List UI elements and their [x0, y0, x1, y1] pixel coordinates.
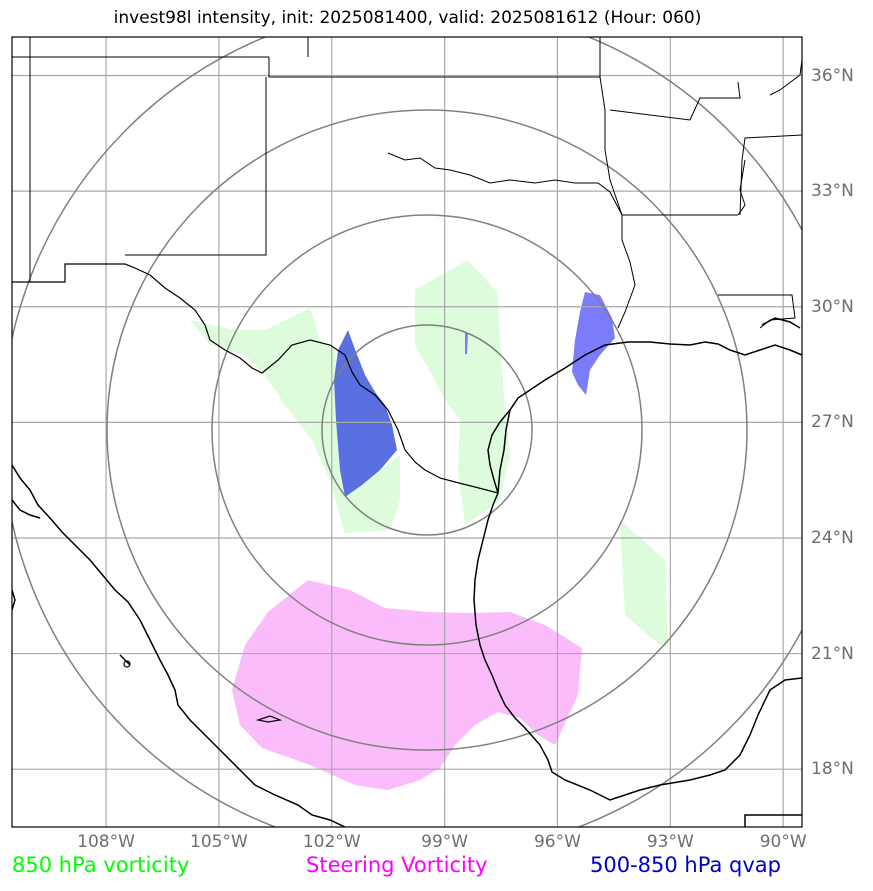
vorticity-850-area-east	[620, 520, 668, 648]
island-marker	[123, 660, 131, 668]
latitude-tick-label: 27°N	[811, 412, 854, 433]
range-ring	[211, 214, 643, 646]
islands	[123, 660, 283, 723]
border-mo-ar	[609, 81, 741, 121]
longitude-tick-label: 90°W	[759, 832, 807, 852]
qvap-fills	[334, 292, 615, 497]
border-tn	[769, 59, 802, 96]
qvap-area-east	[572, 292, 615, 395]
range-rings	[12, 37, 802, 827]
longitude-tick-label: 105°W	[190, 832, 248, 852]
lake-pontchartrain	[761, 317, 801, 329]
border-ks-mo	[599, 37, 623, 216]
yucatan-edge	[744, 814, 802, 827]
graticule	[12, 37, 802, 827]
steering-vorticity-area	[232, 580, 582, 790]
latitude-tick-label: 18°N	[811, 759, 854, 780]
baja-tip	[12, 589, 16, 611]
latitude-tick-label: 24°N	[811, 527, 854, 548]
latitude-tick-label: 33°N	[811, 181, 854, 202]
longitude-tick-label: 93°W	[646, 832, 694, 852]
longitude-tick-label: 108°W	[77, 832, 135, 852]
island-marker	[255, 715, 283, 723]
gulf-coast-texas	[473, 341, 802, 801]
range-ring	[106, 109, 748, 751]
padre-island	[497, 409, 511, 494]
us-mexico-border	[12, 263, 499, 494]
qvap-area-west	[334, 330, 397, 497]
map-frame	[11, 36, 803, 828]
legend-vorticity-850: 850 hPa vorticity	[12, 853, 190, 877]
longitude-tick-label: 96°W	[533, 832, 581, 852]
state-borders	[12, 37, 802, 329]
border-co-ks	[268, 57, 600, 78]
legend-steering-vorticity: Steering Vorticity	[306, 853, 488, 877]
qvap-area-sliver	[465, 333, 468, 354]
baja-peninsula	[12, 499, 41, 519]
coastlines	[12, 317, 802, 827]
border-ms-al	[739, 134, 802, 216]
border-ok-tx-red-river	[387, 152, 623, 216]
border-tx-la	[617, 215, 636, 329]
longitude-tick-label: 99°W	[421, 832, 469, 852]
baja-coast	[12, 464, 346, 827]
gulf-coast-louisiana	[628, 341, 802, 356]
mexico-west-coast-north	[119, 654, 131, 666]
border-misc-east	[737, 159, 746, 216]
latitude-tick-label: 30°N	[811, 296, 854, 317]
latitude-tick-label: 36°N	[811, 65, 854, 86]
plot-title: invest98l intensity, init: 2025081400, v…	[113, 8, 702, 28]
range-ring	[321, 324, 533, 536]
legend-qvap: 500-850 hPa qvap	[590, 853, 781, 877]
border-tx-panhandle-west	[125, 77, 267, 256]
longitude-tick-label: 102°W	[302, 832, 361, 852]
latitude-tick-label: 21°N	[811, 643, 854, 664]
